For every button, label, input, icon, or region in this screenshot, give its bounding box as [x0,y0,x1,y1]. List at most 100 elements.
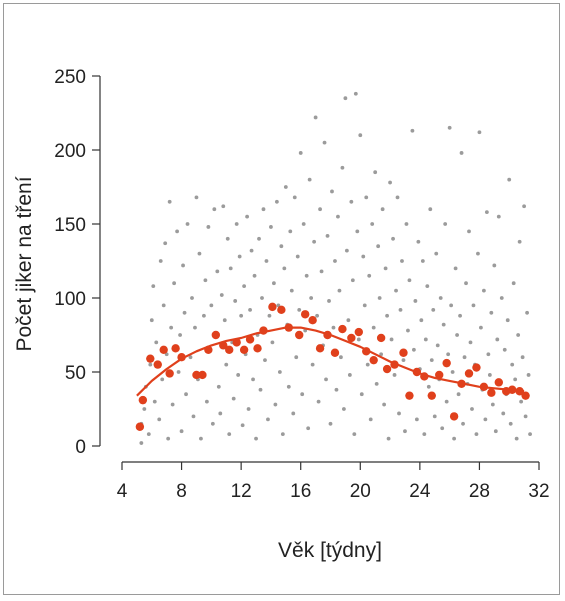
mean-data-point [219,341,228,350]
raw-data-point [330,189,334,194]
raw-data-point [184,392,188,397]
raw-data-point [452,436,457,441]
raw-data-point [216,384,221,389]
raw-data-point [425,284,430,289]
raw-data-point [240,423,245,428]
raw-data-point [352,432,357,437]
raw-data-point [432,414,437,419]
raw-data-point [325,233,330,238]
mean-data-point [515,387,524,396]
mean-data-point [412,367,422,377]
raw-data-point [178,333,182,337]
raw-data-point [505,318,510,323]
raw-data-point [349,199,354,204]
mean-data-point [253,344,262,353]
raw-data-point [252,273,257,278]
mean-data-point [382,364,392,374]
raw-data-point [392,373,397,377]
raw-data-point [266,417,270,422]
mean-data-point [315,344,325,353]
raw-data-point [371,325,376,330]
mean-data-point [405,391,414,400]
x-tick-label: 8 [176,481,187,502]
raw-data-point [517,239,522,244]
raw-data-point [398,307,403,312]
raw-data-point [486,352,491,357]
mean-data-point [457,379,466,389]
raw-data-point [474,432,479,437]
raw-data-point [380,207,385,212]
raw-data-point [312,239,317,244]
mean-data-point [146,354,155,363]
raw-data-point [237,254,242,259]
raw-data-point [513,377,518,382]
y-axis-title: Počet jiker na tření [13,176,36,351]
mean-data-point [198,370,207,380]
mean-data-point [232,338,241,347]
raw-data-point [227,432,232,437]
raw-data-point [264,259,269,263]
raw-data-point [458,313,462,318]
raw-data-point [279,244,284,249]
raw-data-point [516,333,521,337]
mean-data-point [177,353,186,362]
mean-data-point [192,370,201,380]
raw-data-point [471,303,476,308]
raw-data-point [391,236,395,241]
raw-data-point [310,362,315,367]
mean-data-point [239,345,249,354]
raw-data-point [431,307,436,312]
raw-data-point [495,337,500,342]
raw-data-point [511,281,516,286]
raw-data-point [501,411,506,416]
raw-data-point [333,259,337,263]
raw-data-point [419,318,424,323]
raw-data-point [362,303,367,308]
raw-data-point [175,229,180,234]
raw-data-point [309,296,314,300]
mean-data-point [494,378,503,387]
raw-data-point [440,426,445,431]
y-tick-label: 200 [54,141,86,162]
raw-data-point [219,293,224,297]
mean-data-point [442,358,451,368]
raw-data-point [470,407,474,411]
raw-data-point [346,318,351,323]
raw-data-point [528,432,532,437]
raw-data-point [316,399,321,404]
raw-data-point [228,266,233,271]
raw-data-point [280,432,285,437]
raw-data-point [246,407,251,411]
raw-data-point [142,407,147,411]
raw-data-point [324,377,328,382]
raw-data-point [263,358,267,363]
raw-data-point [514,436,519,441]
raw-data-point [422,432,427,437]
raw-data-point [288,229,293,234]
raw-data-point [355,229,360,234]
raw-data-point [342,407,346,411]
raw-data-point [414,417,419,422]
x-tick-label: 16 [290,481,311,502]
mean-data-point [487,388,496,397]
raw-data-point [479,325,483,330]
raw-data-point [148,362,153,367]
raw-data-point [242,284,247,289]
raw-data-point [170,402,175,407]
raw-data-point [385,313,389,318]
raw-data-point [507,177,512,182]
raw-data-point [508,421,513,426]
raw-data-point [490,402,495,407]
raw-data-point [520,355,525,360]
raw-data-point [191,414,196,419]
raw-data-point [410,128,415,133]
raw-data-point [365,362,370,367]
mean-data-point [268,302,277,312]
raw-data-point [239,313,244,318]
raw-data-point [179,429,184,434]
raw-data-point [245,214,250,219]
raw-data-point [231,396,236,401]
raw-data-point [297,307,302,312]
raw-data-point [370,222,375,226]
mean-data-point [464,369,474,378]
